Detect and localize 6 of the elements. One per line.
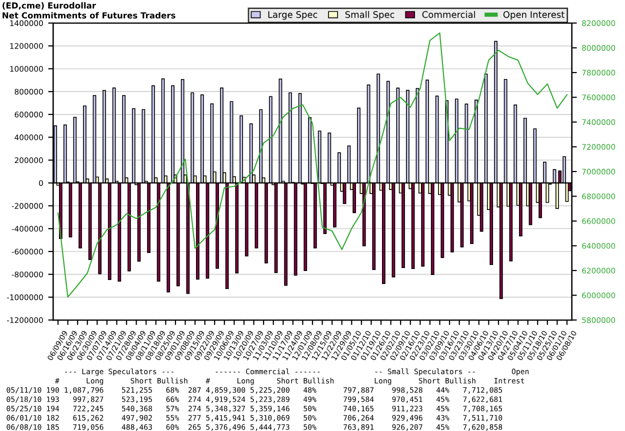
chart-title: (ED,cme) Eurodollar (2, 2, 96, 10)
legend-label: Open Interest (503, 11, 564, 20)
legend-label: Commercial (422, 10, 475, 18)
chart-subtitle: Net Commitments of Futures Traders (2, 12, 176, 19)
legend-label: Small Spec (345, 10, 394, 20)
legend-label: Large Spec (268, 11, 318, 20)
